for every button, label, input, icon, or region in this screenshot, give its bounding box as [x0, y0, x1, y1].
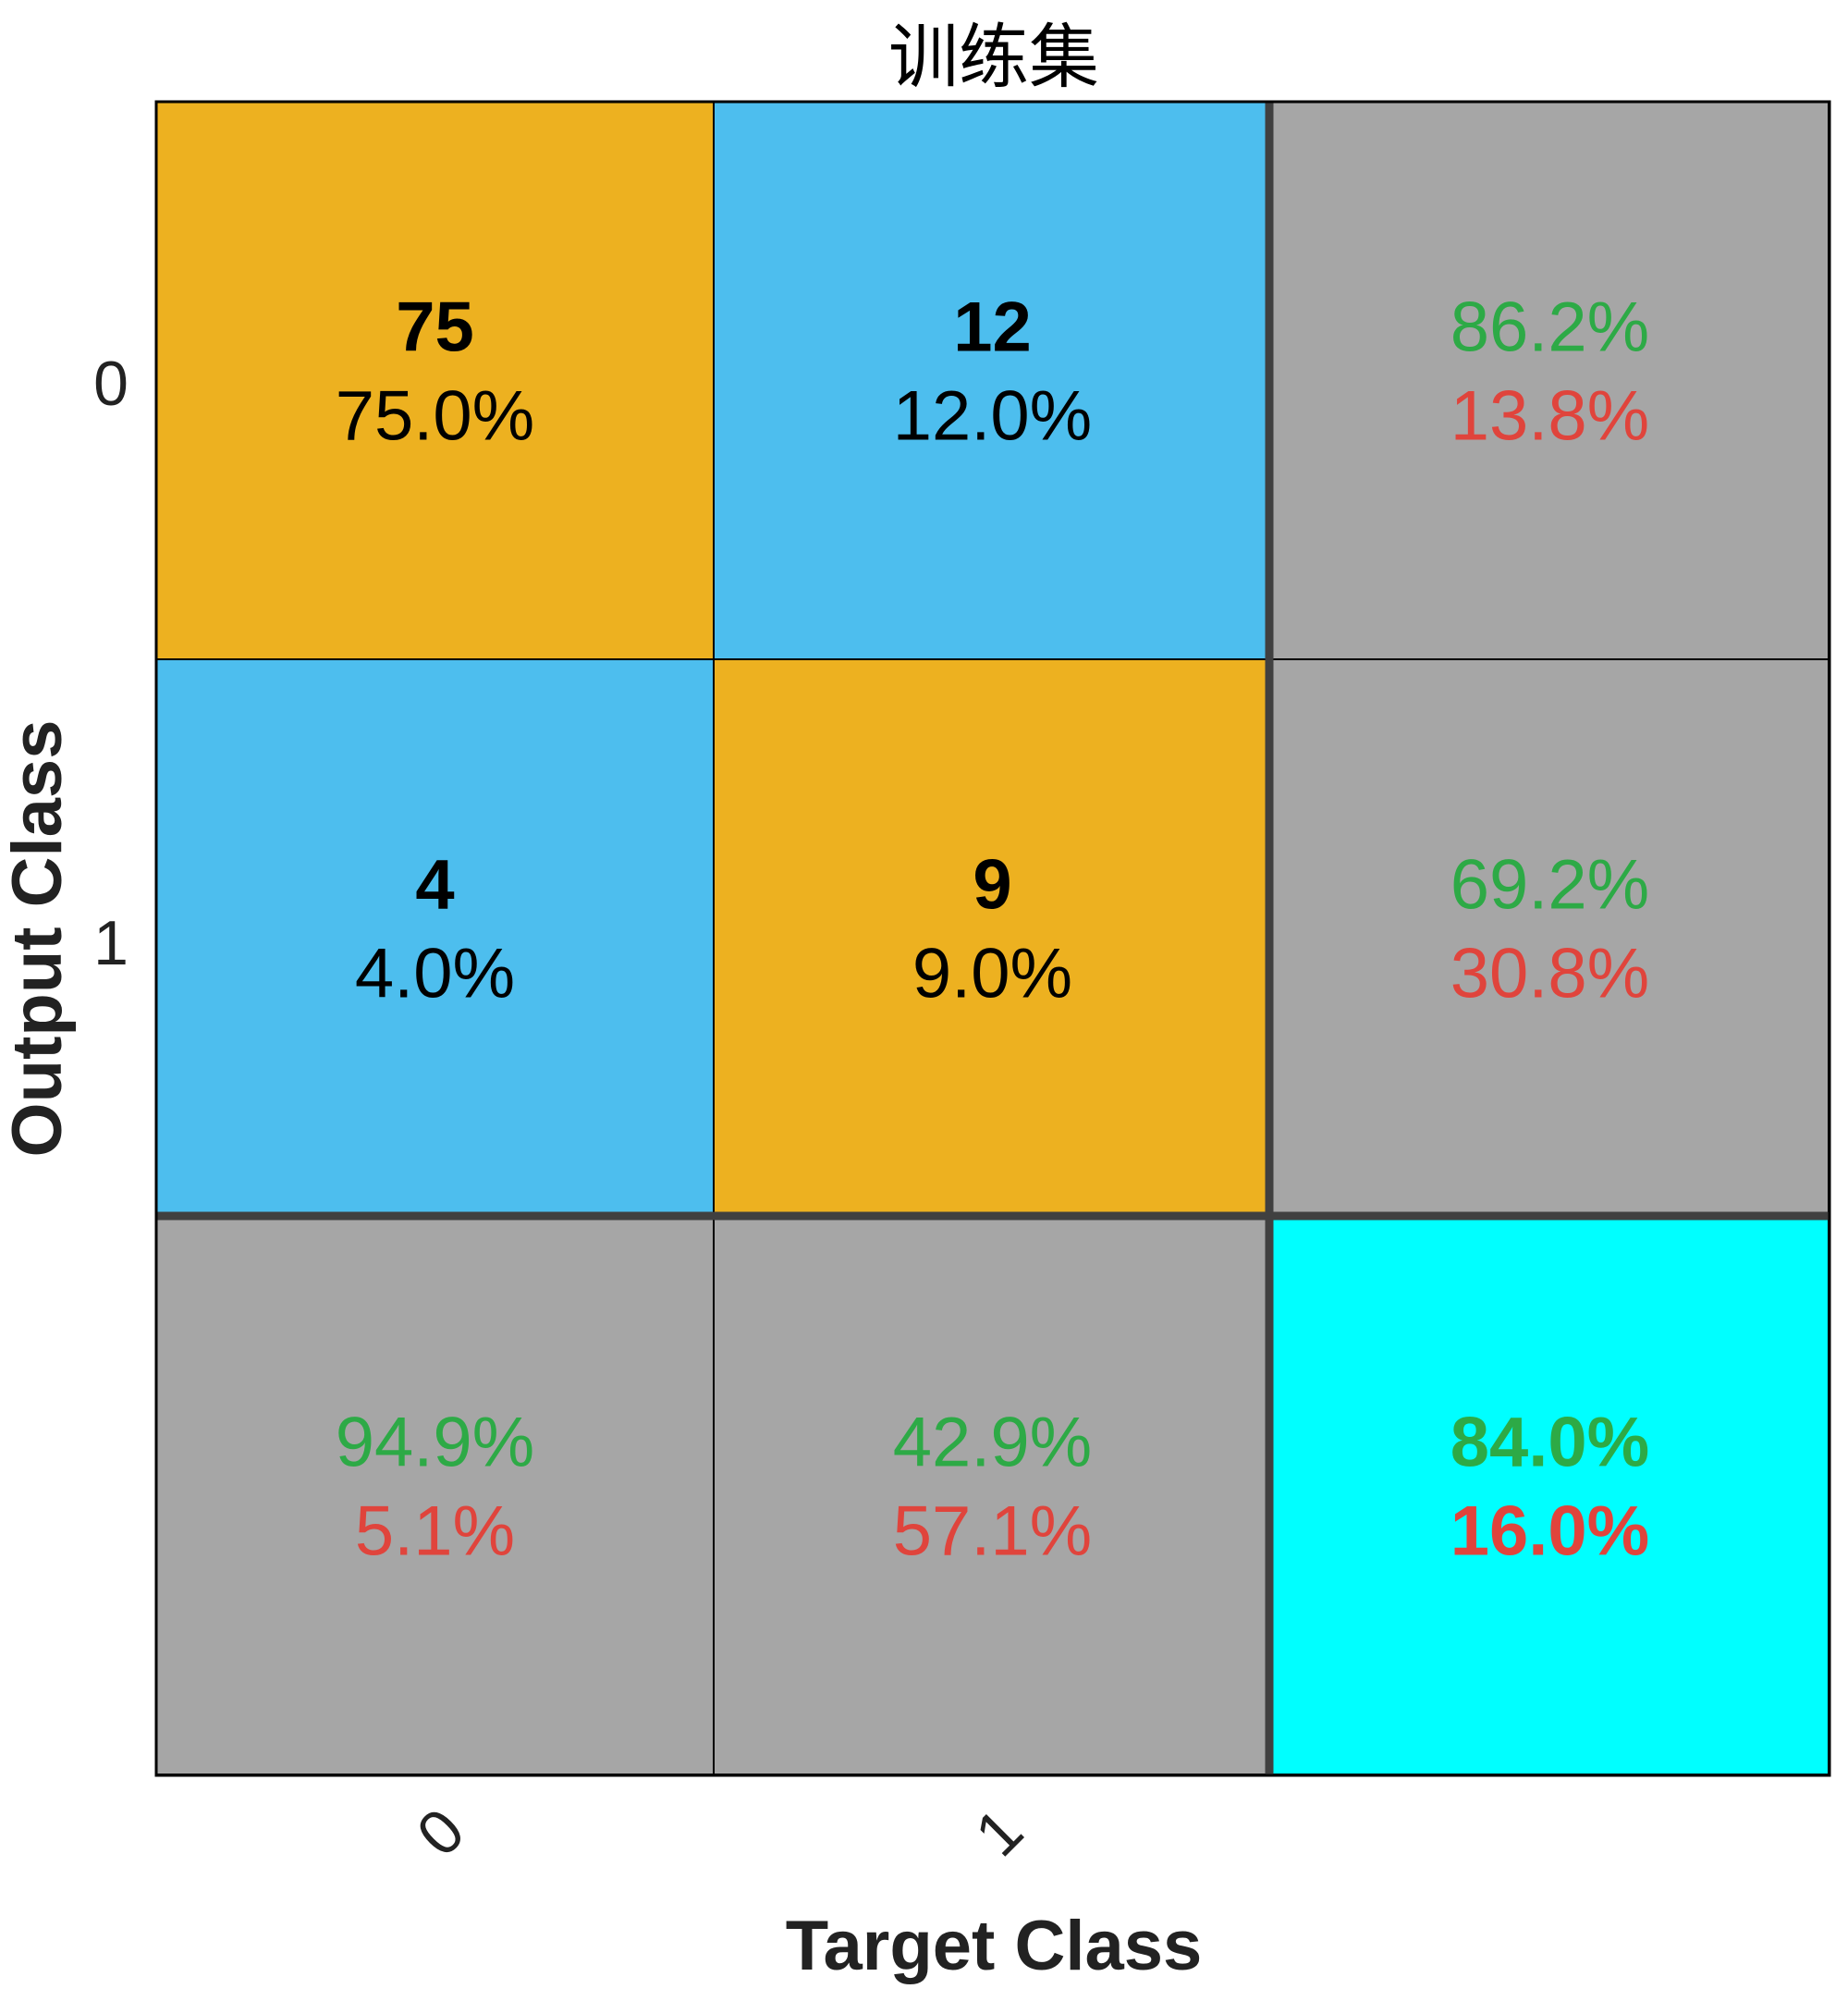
- cell-percent-1-1: 9.0%: [912, 935, 1072, 1013]
- column-summary-correct-1: 42.9%: [893, 1404, 1093, 1482]
- y-axis-label: Output Class: [0, 720, 77, 1158]
- matrix-cell-0-1: [713, 101, 1272, 660]
- cell-count-0-0: 75: [396, 288, 474, 367]
- row-summary-incorrect-0: 13.8%: [1450, 377, 1650, 456]
- row-summary-cell-0: [1270, 101, 1830, 660]
- cell-percent-1-0: 4.0%: [355, 935, 515, 1013]
- chart-title: 训练集: [888, 16, 1099, 98]
- row-summary-incorrect-1: 30.8%: [1450, 935, 1650, 1013]
- cell-count-1-1: 9: [973, 846, 1011, 925]
- matrix-cell-1-0: [155, 658, 715, 1218]
- cell-count-0-1: 12: [953, 288, 1032, 367]
- row-summary-correct-0: 86.2%: [1450, 288, 1650, 367]
- cell-percent-0-1: 12.0%: [893, 377, 1093, 456]
- cell-count-1-0: 4: [415, 846, 454, 925]
- x-tick-0: 0: [403, 1795, 477, 1869]
- column-summary-cell-0: [155, 1216, 715, 1775]
- row-summary-cell-1: [1270, 658, 1830, 1218]
- column-summary-cell-1: [713, 1216, 1272, 1775]
- overall-correct: 84.0%: [1450, 1404, 1650, 1482]
- cell-percent-0-0: 75.0%: [336, 377, 535, 456]
- overall-incorrect: 16.0%: [1450, 1492, 1650, 1571]
- column-summary-incorrect-1: 57.1%: [893, 1492, 1093, 1571]
- matrix-cells: [155, 101, 1830, 1775]
- y-tick-0: 0: [93, 349, 129, 419]
- row-summary-correct-1: 69.2%: [1450, 846, 1650, 925]
- matrix-cell-texts: 75 75.0% 12 12.0% 4 4.0% 9 9.0% 86.2% 13.8% 69.2% 3…: [336, 288, 1650, 1571]
- matrix-border: [154, 100, 1831, 1777]
- y-tick-1: 1: [93, 908, 129, 978]
- column-summary-incorrect-0: 5.1%: [355, 1492, 515, 1571]
- matrix-cell-0-0: [155, 101, 715, 660]
- column-summary-correct-0: 94.9%: [336, 1404, 535, 1482]
- x-tick-1: 1: [961, 1795, 1035, 1869]
- x-axis-label: Target Class: [786, 1907, 1203, 1985]
- matrix-cell-1-1: [713, 658, 1272, 1218]
